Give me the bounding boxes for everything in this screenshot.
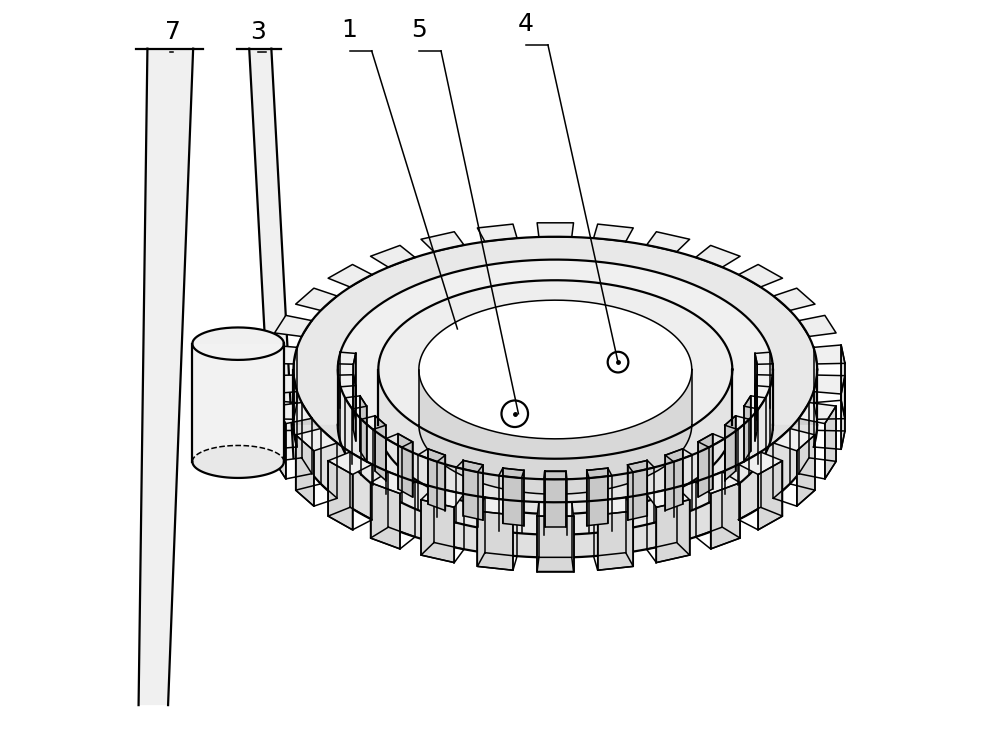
- Polygon shape: [797, 435, 815, 506]
- Polygon shape: [537, 517, 574, 571]
- Polygon shape: [275, 403, 312, 423]
- Polygon shape: [477, 511, 513, 571]
- Polygon shape: [725, 416, 736, 480]
- Text: 4: 4: [518, 13, 534, 36]
- Polygon shape: [628, 460, 647, 520]
- Polygon shape: [275, 406, 286, 479]
- Text: 1: 1: [342, 18, 357, 42]
- Polygon shape: [421, 487, 464, 507]
- Polygon shape: [463, 460, 483, 520]
- Polygon shape: [378, 280, 732, 459]
- Polygon shape: [139, 49, 193, 705]
- Polygon shape: [587, 468, 608, 525]
- Polygon shape: [799, 316, 836, 336]
- Polygon shape: [328, 265, 372, 287]
- Polygon shape: [371, 245, 415, 268]
- Polygon shape: [656, 500, 690, 562]
- Polygon shape: [421, 500, 454, 562]
- Polygon shape: [711, 483, 740, 549]
- Polygon shape: [545, 471, 566, 527]
- Polygon shape: [371, 471, 415, 494]
- Polygon shape: [696, 471, 740, 494]
- Polygon shape: [758, 461, 782, 530]
- Polygon shape: [698, 434, 713, 497]
- Polygon shape: [799, 403, 836, 423]
- Polygon shape: [477, 497, 517, 515]
- Polygon shape: [266, 375, 269, 449]
- Polygon shape: [755, 375, 757, 441]
- Polygon shape: [647, 487, 690, 507]
- Polygon shape: [296, 429, 337, 451]
- Polygon shape: [814, 345, 845, 364]
- Polygon shape: [328, 452, 372, 474]
- Polygon shape: [378, 370, 732, 514]
- Polygon shape: [744, 396, 751, 462]
- Polygon shape: [825, 406, 836, 479]
- Polygon shape: [814, 375, 845, 394]
- Text: 7: 7: [165, 20, 181, 44]
- Polygon shape: [293, 236, 817, 503]
- Polygon shape: [266, 345, 269, 419]
- Polygon shape: [841, 345, 845, 419]
- Polygon shape: [647, 232, 690, 252]
- Polygon shape: [773, 288, 815, 310]
- Polygon shape: [537, 502, 574, 517]
- Polygon shape: [378, 425, 732, 514]
- Polygon shape: [293, 370, 817, 558]
- Polygon shape: [192, 327, 284, 360]
- Polygon shape: [428, 449, 445, 511]
- Polygon shape: [353, 375, 356, 441]
- Polygon shape: [503, 468, 524, 525]
- Polygon shape: [328, 461, 353, 530]
- Polygon shape: [338, 370, 773, 535]
- Polygon shape: [773, 429, 815, 451]
- Polygon shape: [375, 416, 386, 480]
- Text: 3: 3: [250, 20, 266, 44]
- Polygon shape: [696, 245, 740, 268]
- Polygon shape: [398, 434, 413, 497]
- Polygon shape: [275, 316, 312, 336]
- Polygon shape: [477, 224, 517, 242]
- Polygon shape: [192, 446, 284, 478]
- Polygon shape: [755, 353, 757, 420]
- Polygon shape: [353, 353, 356, 420]
- Polygon shape: [293, 425, 817, 558]
- Polygon shape: [739, 452, 782, 474]
- Polygon shape: [419, 300, 692, 439]
- Polygon shape: [338, 259, 773, 480]
- Polygon shape: [360, 396, 367, 462]
- Polygon shape: [419, 370, 692, 494]
- Polygon shape: [594, 497, 633, 515]
- Polygon shape: [598, 511, 633, 571]
- Polygon shape: [192, 344, 284, 462]
- Polygon shape: [841, 375, 845, 449]
- Polygon shape: [537, 222, 574, 237]
- Polygon shape: [421, 232, 464, 252]
- Polygon shape: [594, 224, 633, 242]
- Polygon shape: [266, 345, 297, 364]
- Polygon shape: [266, 375, 297, 394]
- Polygon shape: [739, 265, 782, 287]
- Polygon shape: [296, 435, 314, 506]
- Polygon shape: [249, 49, 293, 458]
- Polygon shape: [665, 449, 683, 511]
- Text: 5: 5: [411, 18, 427, 42]
- Polygon shape: [371, 483, 400, 549]
- Polygon shape: [338, 425, 773, 535]
- Polygon shape: [296, 288, 337, 310]
